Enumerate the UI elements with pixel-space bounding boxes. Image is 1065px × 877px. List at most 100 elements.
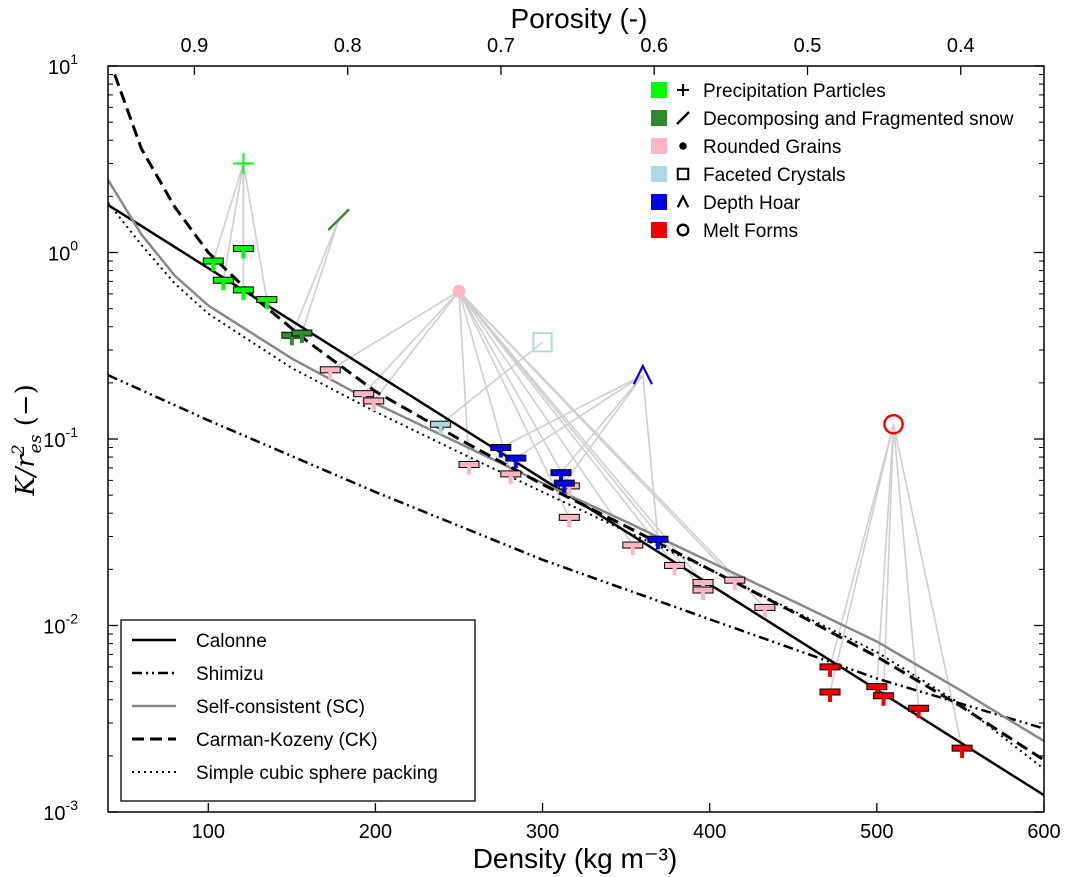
legend-class-label: Rounded Grains (703, 137, 841, 158)
connector-line (458, 290, 571, 487)
connector-line (458, 290, 634, 546)
connector-line (515, 374, 644, 459)
curve-carman-kozeny-ck- (113, 73, 1045, 762)
data-point-stem-precipitation-particles (241, 249, 246, 259)
x-tick-label: 100 (192, 821, 225, 843)
top-tick-label: 0.6 (640, 35, 668, 57)
class-marker-rounded-grains (452, 284, 466, 298)
data-point-stem-melt-forms (828, 667, 833, 677)
connector-line (458, 290, 766, 608)
y-tick-label: 100 (48, 238, 78, 266)
connector-line (892, 424, 920, 709)
class-marker-depth-hoar (632, 363, 653, 385)
data-point-stem-melt-forms (916, 709, 921, 719)
data-point-stem-rounded-grains (701, 591, 706, 601)
data-point-stem-rounded-grains (508, 474, 513, 484)
class-marker-melt-forms (883, 413, 904, 435)
legend-class-label: Decomposing and Fragmented snow (703, 109, 1014, 130)
axes: 100 200 300 400 500 600 0.9 0.8 0.7 0.6 0.5 0.4 10-3… (43, 35, 1060, 843)
data-point-stem-melt-forms (874, 687, 879, 697)
connector-line (301, 219, 340, 334)
connector-line (829, 424, 895, 693)
legend-class-symbol (676, 167, 690, 181)
data-point-stem-precipitation-particles (264, 300, 269, 310)
data-point-stem-decomposing-and-fragmented-snow (289, 336, 294, 346)
legend-class-symbol (676, 194, 690, 208)
data-point-stem-rounded-grains (567, 518, 572, 528)
data-point-stem-depth-hoar (513, 459, 518, 469)
data-point-stem-rounded-grains (467, 465, 472, 475)
top-tick-label: 0.4 (947, 35, 975, 57)
connector-line (458, 290, 571, 518)
class-marker-precipitation-particles (232, 153, 254, 174)
legend-line-label: Simple cubic sphere packing (196, 763, 438, 784)
data-point-stem-depth-hoar (655, 540, 660, 550)
data-point-stem-rounded-grains (630, 546, 635, 556)
legend-line-label: Shimizu (196, 664, 264, 685)
connector-line (212, 163, 245, 262)
data-point-stem-depth-hoar (562, 484, 567, 494)
connector-lines (212, 163, 963, 749)
x-tick-label: 300 (526, 821, 559, 843)
data-point-stem-precipitation-particles (211, 262, 216, 272)
connector-line (642, 375, 659, 540)
connector-line (458, 290, 676, 566)
x-tick-label: 500 (860, 821, 893, 843)
legend-class-symbol (676, 111, 690, 125)
data-point-stem-melt-forms (881, 696, 886, 706)
top-tick-label: 0.8 (334, 35, 362, 57)
legends: Calonne Shimizu Self-consistent (SC) Carman… (120, 81, 1014, 802)
connector-line (363, 290, 460, 395)
data-point-stem-precipitation-particles (221, 281, 226, 291)
connector-line (829, 424, 895, 668)
connector-line (222, 163, 245, 281)
data-point-stem-faceted-crystals (438, 425, 443, 435)
data-point-stem-rounded-grains (328, 370, 333, 380)
x-axis-label: Density (kg m⁻³) (473, 843, 678, 874)
y-tick-label: 10-2 (43, 611, 78, 639)
class-marker-decomposing-and-fragmented-snow (327, 208, 350, 231)
data-point-stem-rounded-grains (567, 486, 572, 496)
x-tick-label: 600 (1027, 821, 1060, 843)
legend-class-symbol (679, 142, 687, 150)
legend-class-label: Depth Hoar (703, 193, 801, 214)
curve-shimizu (107, 373, 1045, 730)
legend-class-symbol (676, 223, 690, 237)
legend-class-swatch (651, 194, 667, 210)
connector-line (291, 219, 340, 336)
connector-line (458, 290, 704, 591)
class-marker-faceted-crystals (532, 332, 553, 353)
connector-line (242, 163, 268, 300)
data-markers (202, 153, 973, 759)
legend-class-swatch (651, 138, 667, 154)
connector-line (560, 374, 644, 474)
data-point-stem-rounded-grains (732, 581, 737, 591)
connector-line (892, 424, 963, 749)
legend-class-label: Faceted Crystals (703, 165, 846, 186)
x-tick-label: 400 (693, 821, 726, 843)
data-point-stem-depth-hoar (558, 473, 563, 483)
data-point-stem-rounded-grains (762, 608, 767, 618)
connector-line (373, 290, 460, 402)
top-axis-label: Porosity (-) (511, 3, 648, 34)
data-point-stem-decomposing-and-fragmented-snow (299, 334, 304, 344)
legend-line-label: Carman-Kozeny (CK) (196, 730, 378, 751)
legend-line-label: Calonne (196, 631, 267, 652)
y-tick-label: 10-3 (43, 797, 78, 825)
legend-class-label: Precipitation Particles (703, 81, 886, 102)
data-point-stem-rounded-grains (371, 401, 376, 411)
connector-line (563, 374, 644, 484)
connector-line (500, 374, 644, 449)
connector-line (329, 290, 460, 371)
y-tick-label: 10-1 (43, 424, 78, 452)
line-legend-box (120, 619, 476, 802)
legend-class-symbol (677, 84, 689, 96)
legend-class-swatch (651, 82, 667, 98)
top-tick-label: 0.7 (487, 35, 515, 57)
legend-class-label: Melt Forms (703, 221, 798, 242)
legend-class-swatch (651, 222, 667, 238)
connector-line (458, 291, 512, 475)
connector-line (458, 291, 470, 465)
data-point-stem-melt-forms (828, 692, 833, 702)
